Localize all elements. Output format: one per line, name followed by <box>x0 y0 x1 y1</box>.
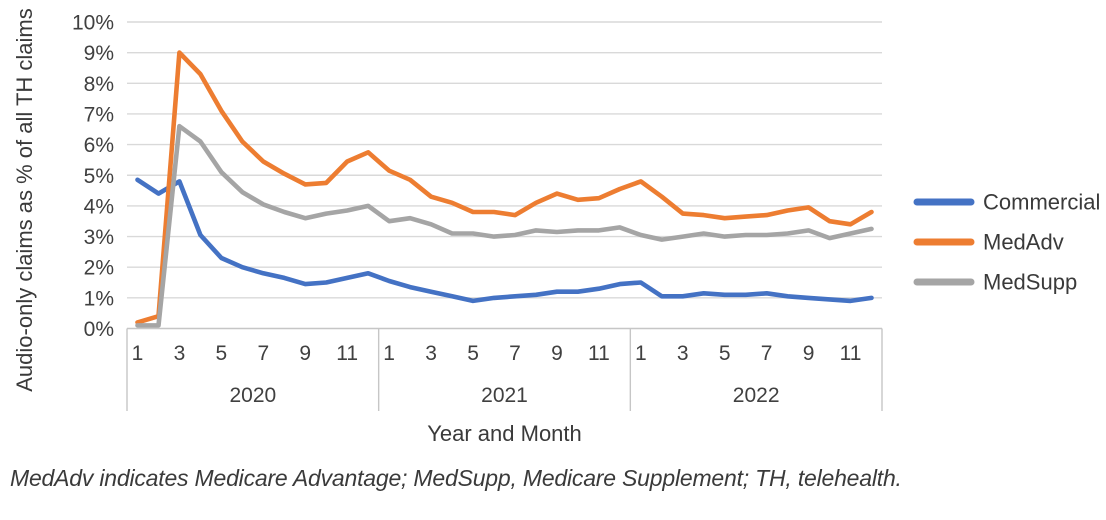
line-chart: 0%1%2%3%4%5%6%7%8%9%10%1 3 5 7 9 11 1 3 5 7 9 11 1 3 5… <box>12 8 1100 446</box>
month-tick-2022-7: 7 <box>761 342 773 365</box>
month-tick-2020-3: 3 <box>174 342 186 365</box>
y-tick-label-3%: 3% <box>84 226 114 249</box>
month-tick-2021-1: 1 <box>383 342 395 365</box>
year-label-2021: 2021 <box>481 384 528 407</box>
legend-label-commercial: Commercial <box>983 190 1100 215</box>
series-line-medadv <box>135 50 874 325</box>
month-tick-2020-1: 1 <box>132 342 144 365</box>
month-tick-2020-5: 5 <box>216 342 228 365</box>
legend-label-medadv: MedAdv <box>983 230 1064 255</box>
month-tick-2022-1: 1 <box>635 342 647 365</box>
month-tick-2020-9: 9 <box>299 342 311 365</box>
y-axis-title: Audio-only claims as % of all TH claims <box>12 8 37 392</box>
month-tick-2021-5: 5 <box>467 342 479 365</box>
month-tick-2021-9: 9 <box>551 342 563 365</box>
y-tick-label-0%: 0% <box>84 318 114 341</box>
month-tick-2022-11: 11 <box>840 342 862 365</box>
month-tick-2022-5: 5 <box>719 342 731 365</box>
series-line-commercial <box>135 177 874 304</box>
y-tick-label-5%: 5% <box>84 165 114 188</box>
month-tick-2020-7: 7 <box>257 342 269 365</box>
y-tick-label-6%: 6% <box>84 134 114 157</box>
month-tick-2021-7: 7 <box>509 342 521 365</box>
y-tick-label-4%: 4% <box>84 195 114 218</box>
y-tick-label-2%: 2% <box>84 257 114 280</box>
month-tick-2022-3: 3 <box>677 342 689 365</box>
year-label-2020: 2020 <box>229 384 276 407</box>
series-line-medsupp <box>135 123 874 328</box>
y-tick-label-7%: 7% <box>84 103 114 126</box>
x-axis-title: Year and Month <box>427 421 582 446</box>
month-tick-2022-9: 9 <box>803 342 815 365</box>
footnote: MedAdv indicates Medicare Advantage; Med… <box>10 465 902 491</box>
legend-label-medsupp: MedSupp <box>983 270 1077 295</box>
y-tick-label-9%: 9% <box>84 42 114 65</box>
y-tick-label-1%: 1% <box>84 287 114 310</box>
month-tick-2021-3: 3 <box>425 342 437 365</box>
year-label-2022: 2022 <box>733 384 780 407</box>
y-tick-label-8%: 8% <box>84 73 114 96</box>
month-tick-2021-11: 11 <box>588 342 610 365</box>
month-tick-2020-11: 11 <box>336 342 358 365</box>
y-tick-label-10%: 10% <box>72 12 114 35</box>
